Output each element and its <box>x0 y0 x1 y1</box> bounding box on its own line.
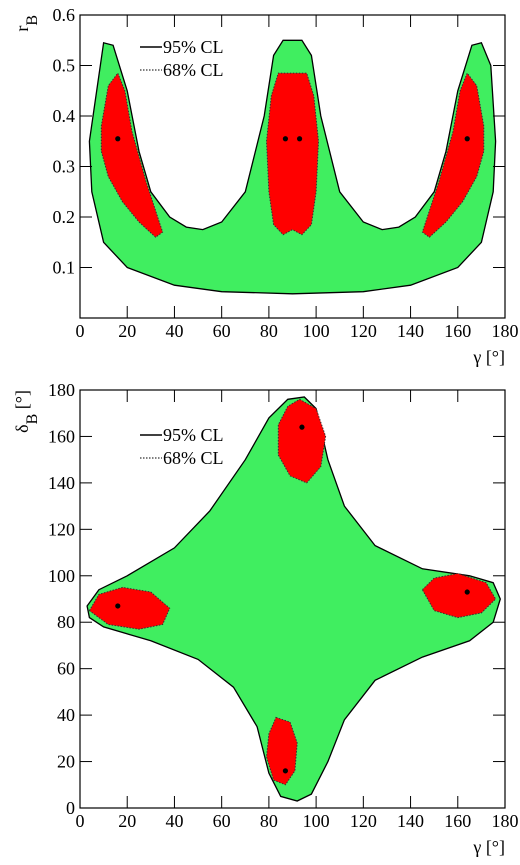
legend-label: 95% CL <box>163 425 224 445</box>
x-tick-label: 100 <box>303 321 330 341</box>
best-fit-point <box>115 603 121 609</box>
x-tick-label: 20 <box>118 811 136 831</box>
y-tick-label: 40 <box>57 705 75 725</box>
legend-label: 68% CL <box>163 60 224 80</box>
y-axis-label: rB <box>12 15 41 32</box>
inner-region <box>88 586 171 630</box>
y-tick-label: 0.5 <box>53 56 76 76</box>
x-tick-label: 100 <box>303 811 330 831</box>
x-axis-label: γ [°] <box>472 837 505 857</box>
plot-frame <box>79 389 506 809</box>
x-tick-label: 60 <box>213 321 231 341</box>
x-tick-label: 160 <box>444 321 471 341</box>
y-axis-label-part: δ <box>12 424 32 432</box>
y-tick-label: 60 <box>57 659 75 679</box>
y-axis-label-part: B <box>24 414 41 425</box>
legend-label: 68% CL <box>163 448 224 468</box>
y-axis-label-part: B <box>24 15 41 26</box>
best-fit-point <box>282 768 289 774</box>
x-axis-label: γ [°] <box>472 347 505 367</box>
best-fit-point <box>115 136 121 142</box>
y-tick-label: 0.4 <box>53 106 76 126</box>
x-tick-label: 140 <box>397 811 424 831</box>
x-tick-label: 120 <box>350 321 377 341</box>
x-tick-label: 40 <box>165 811 183 831</box>
y-tick-label: 80 <box>57 612 75 632</box>
inner-region <box>100 72 164 238</box>
inner-region <box>277 398 327 484</box>
best-fit-point <box>464 136 470 142</box>
x-tick-label: 60 <box>213 811 231 831</box>
y-tick-label: 0.2 <box>53 207 76 227</box>
outer-region <box>86 396 501 802</box>
y-tick-label: 0.1 <box>53 258 76 278</box>
inner-region <box>421 572 497 619</box>
x-tick-label: 120 <box>350 811 377 831</box>
inner-region <box>265 72 320 236</box>
x-tick-label: 80 <box>260 321 278 341</box>
x-tick-label: 0 <box>76 811 85 831</box>
y-tick-label: 120 <box>48 519 75 539</box>
best-fit-point <box>282 136 289 142</box>
y-axis-label: δB [°] <box>12 390 41 433</box>
best-fit-point <box>299 424 305 430</box>
y-tick-label: 180 <box>48 380 75 400</box>
legend-label: 95% CL <box>163 37 224 57</box>
y-tick-label: 140 <box>48 473 75 493</box>
y-tick-label: 100 <box>48 566 75 586</box>
y-tick-label: 20 <box>57 752 75 772</box>
y-tick-label: 0 <box>66 798 75 818</box>
y-tick-label: 0.3 <box>53 157 76 177</box>
inner-region <box>421 72 485 238</box>
x-tick-label: 160 <box>444 811 471 831</box>
x-tick-label: 180 <box>492 321 519 341</box>
best-fit-point <box>464 589 470 595</box>
x-tick-label: 40 <box>165 321 183 341</box>
y-axis-label-part: r <box>12 26 32 32</box>
x-tick-label: 20 <box>118 321 136 341</box>
x-tick-label: 180 <box>492 811 519 831</box>
best-fit-point <box>296 136 303 142</box>
y-axis-label-part: [°] <box>12 390 32 414</box>
y-tick-label: 0.6 <box>53 5 76 25</box>
x-tick-label: 80 <box>260 811 278 831</box>
x-tick-label: 140 <box>397 321 424 341</box>
inner-region <box>265 716 298 786</box>
y-tick-label: 160 <box>48 426 75 446</box>
x-tick-label: 0 <box>76 321 85 341</box>
